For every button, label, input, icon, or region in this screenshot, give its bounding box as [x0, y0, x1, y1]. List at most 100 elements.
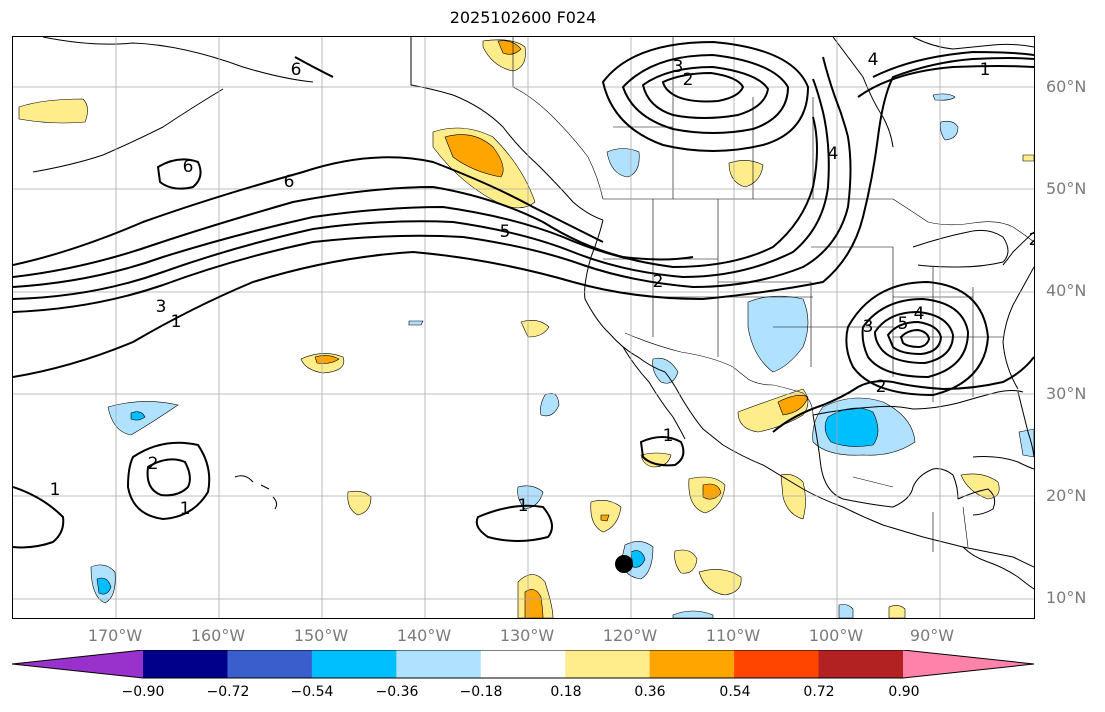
- contour-label: 1: [180, 499, 191, 519]
- coast-bering: [42, 37, 314, 83]
- coast-baja-west: [622, 346, 686, 440]
- patch-cyan: [630, 550, 646, 568]
- lon-label: 140°W: [396, 626, 452, 645]
- lat-label: 40°N: [1046, 281, 1087, 300]
- colorbar-segment: [227, 650, 313, 678]
- contour-label: 6: [183, 157, 194, 177]
- contour-label: 6: [284, 172, 295, 192]
- contour-label: 2: [1029, 230, 1034, 250]
- contour-label: 2: [653, 272, 664, 292]
- colorbar-tick: −0.72: [206, 684, 250, 700]
- coast-hudson: [912, 37, 1034, 50]
- lon-label: 170°W: [87, 626, 143, 645]
- location-marker: [615, 555, 633, 573]
- contour-label: 1: [50, 480, 61, 500]
- patch-yellow: [960, 473, 1000, 500]
- colorbar-outline: [12, 650, 1035, 679]
- patch-lightblue: [408, 320, 424, 326]
- contour-label: 1: [980, 60, 991, 80]
- patch-lightblue: [652, 358, 679, 384]
- contour-low-sc-5: [845, 280, 990, 397]
- contour-label: 6: [291, 60, 302, 80]
- colorbar-tick: −0.36: [375, 684, 419, 700]
- colorbar-tick: 0.36: [634, 684, 666, 700]
- coast-pacific-nw: [584, 219, 666, 373]
- contour-label: 2: [876, 377, 887, 397]
- contour-low-north-2: [641, 65, 770, 119]
- colorbar-tick: 0.72: [803, 684, 835, 700]
- border-mexico-1: [852, 476, 894, 488]
- patch-lightblue: [838, 604, 854, 618]
- contour-low-north-3: [661, 71, 745, 103]
- contour-label: 1: [518, 496, 529, 516]
- colorbar-tick: 0.54: [719, 684, 751, 700]
- coast-gulf-north: [812, 390, 1024, 416]
- patch-orange: [444, 134, 504, 178]
- contour-low-sc-3: [886, 320, 943, 356]
- contour-1-mexico: [639, 436, 685, 467]
- colorbar-segment: [818, 650, 904, 678]
- contour-low-sc-1: [861, 297, 970, 379]
- patch-yellow: [640, 452, 672, 468]
- colorbar-tick: 0.18: [550, 684, 582, 700]
- colorbar-extend-low: [12, 650, 143, 678]
- contour-3: [13, 78, 830, 300]
- patch-lightblue: [517, 485, 544, 510]
- patch-lightblue: [747, 295, 809, 373]
- contour-1-arctic: [294, 56, 334, 78]
- contour-1-central: [475, 504, 553, 542]
- lat-label: 50°N: [1046, 179, 1087, 198]
- patch-yellow: [1022, 154, 1034, 162]
- colorbar-segment: [396, 650, 482, 678]
- contour-low-sc-2: [873, 310, 955, 365]
- coast-aleutians: [32, 88, 224, 173]
- patch-yellow: [347, 490, 372, 516]
- colorbar-segment: [565, 650, 651, 678]
- contour-south-gulf: [772, 356, 1034, 433]
- coast-central-america: [962, 546, 1034, 590]
- shaded-anomaly-patches: [18, 39, 1034, 618]
- border-state-5: [811, 246, 894, 377]
- contour-low-north-4: [601, 40, 810, 152]
- lon-label: 100°W: [808, 626, 864, 645]
- patch-lightblue: [1018, 428, 1034, 458]
- contour-low-sc-4: [899, 328, 931, 349]
- coast-cuba: [972, 456, 1034, 470]
- patch-yellow: [728, 160, 764, 188]
- contour-2: [13, 56, 852, 313]
- patch-orange: [702, 483, 722, 500]
- contour-label: 1: [171, 312, 182, 332]
- political-borders: [410, 37, 1034, 552]
- contour-label: 4: [868, 50, 879, 70]
- colorbar-segment: [143, 650, 228, 678]
- contour-1: [13, 57, 1034, 378]
- patch-yellow: [520, 320, 550, 338]
- colorbar-tick: −0.18: [459, 684, 503, 700]
- contour-label: 2: [148, 454, 159, 474]
- patch-yellow: [18, 98, 88, 124]
- coast-hawaii: [234, 475, 278, 510]
- lat-label: 30°N: [1046, 384, 1087, 403]
- contour-hawaii-2: [146, 458, 191, 497]
- contour-1-northwest: [156, 158, 202, 190]
- contour-label: 4: [914, 304, 925, 324]
- contour-high-ne-2: [857, 65, 1034, 98]
- contour-label: 3: [863, 317, 874, 337]
- patch-lightblue: [672, 610, 714, 618]
- lon-label: 150°W: [293, 626, 349, 645]
- contour-label: 3: [673, 57, 684, 77]
- coast-canada-arctic: [832, 37, 894, 148]
- patch-orange: [600, 514, 610, 522]
- contour-6: [13, 156, 604, 266]
- lat-label: 60°N: [1046, 77, 1087, 96]
- lon-label: 90°W: [909, 626, 955, 645]
- colorbar-segment: [649, 650, 735, 678]
- map-svg: 6 6 6 5 3 1 2 2 3 4 1 4 2 3 5 4 2 1 2 1 …: [13, 37, 1034, 618]
- colorbar-segment: [734, 650, 820, 678]
- patch-lightblue: [540, 393, 560, 417]
- coastlines: [32, 37, 1034, 590]
- contour-labels: 6 6 6 5 3 1 2 2 3 4 1 4 2 3 5 4 2 1 2 1 …: [50, 50, 1034, 519]
- lon-label: 120°W: [602, 626, 658, 645]
- lon-label: 110°W: [705, 626, 761, 645]
- lon-label: 130°W: [499, 626, 555, 645]
